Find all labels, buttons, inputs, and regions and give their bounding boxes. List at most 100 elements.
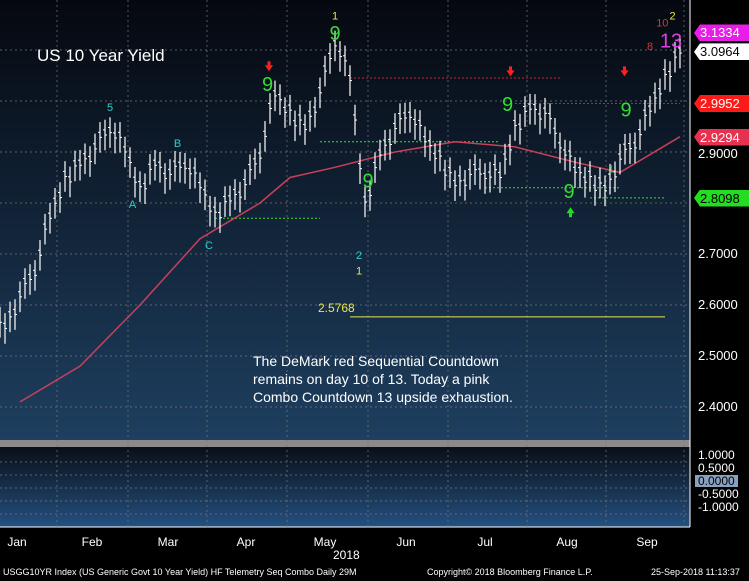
- arrow-stem: [569, 213, 572, 218]
- ohlc-bar: [138, 171, 142, 202]
- ohlc-bar: [168, 159, 172, 190]
- ohlc-bar: [513, 110, 517, 141]
- ohlc-bar: [73, 150, 77, 182]
- ohlc-bar: [228, 185, 232, 217]
- ohlc-bar: [178, 152, 182, 183]
- ohlc-bar: [443, 159, 447, 191]
- ohlc-bar: [258, 142, 262, 174]
- demark-count-label: 8: [647, 41, 653, 53]
- ohlc-bar: [188, 158, 192, 190]
- ohlc-bar: [198, 172, 202, 203]
- ohlc-bar: [633, 132, 637, 164]
- footer-security: USGG10YR Index (US Generic Govt 10 Year …: [3, 567, 357, 577]
- level-label: 2.5768: [318, 300, 355, 315]
- ohlc-bar: [68, 166, 72, 198]
- ohlc-bar: [63, 161, 67, 192]
- ohlc-bar: [663, 59, 667, 90]
- ohlc-bar: [433, 143, 437, 174]
- y-tick-label: 2.9000: [698, 145, 738, 161]
- note-line: remains on day 10 of 13. Today a pink: [253, 371, 490, 387]
- ohlc-bar: [108, 117, 112, 148]
- demark-count-label: 1: [332, 10, 338, 22]
- ohlc-bar: [553, 118, 557, 149]
- ohlc-bar: [363, 186, 367, 218]
- ohlc-bar: [398, 103, 402, 134]
- panel-divider[interactable]: [0, 440, 690, 447]
- price-badge: 2.9294: [694, 128, 749, 146]
- ohlc-bar: [243, 169, 247, 200]
- demark-count-label: B: [174, 138, 181, 150]
- ohlc-bar: [568, 140, 572, 172]
- ohlc-bar: [103, 119, 107, 151]
- ohlc-bar: [28, 264, 32, 295]
- ohlc-bar: [423, 126, 427, 158]
- ohlc-bar: [193, 157, 197, 189]
- ohlc-bar: [518, 113, 522, 145]
- ohlc-bar: [253, 148, 257, 180]
- demark-count-label: 1: [356, 265, 362, 277]
- ohlc-bar: [83, 143, 87, 175]
- lower-panel: [0, 447, 690, 527]
- ohlc-bar: [133, 166, 137, 198]
- ohlc-bar: [623, 133, 627, 165]
- ohlc-bar: [658, 78, 662, 110]
- ohlc-bar: [368, 180, 372, 211]
- ohlc-bar: [338, 41, 342, 72]
- x-tick-label: May: [313, 535, 337, 549]
- ohlc-bar: [503, 143, 507, 175]
- ohlc-bar: [603, 175, 607, 207]
- ohlc-bar: [473, 154, 477, 185]
- demark-count-label: 9: [620, 99, 631, 121]
- ohlc-bar: [538, 103, 542, 135]
- ohlc-bar: [283, 97, 287, 128]
- ohlc-bar: [388, 129, 392, 160]
- arrow-stem: [267, 61, 271, 66]
- ohlc-bar: [383, 129, 387, 161]
- ohlc-bar: [583, 166, 587, 198]
- ohlc-bar: [118, 122, 122, 153]
- ohlc-bar: [238, 181, 242, 213]
- x-tick-label: Aug: [556, 535, 578, 549]
- ohlc-bar: [308, 101, 312, 132]
- ohlc-bar: [393, 113, 397, 144]
- demark-count-label: A: [129, 199, 137, 211]
- ohlc-bar: [463, 170, 467, 201]
- ohlc-bar: [8, 301, 12, 333]
- ohlc-bar: [143, 173, 147, 205]
- price-badge: 3.1334: [694, 24, 749, 42]
- ohlc-bar: [23, 268, 27, 299]
- y-tick-label: 2.7000: [698, 246, 738, 261]
- price-badge: 3.0964: [694, 43, 749, 61]
- x-tick-label: Feb: [81, 535, 103, 549]
- ohlc-bar: [488, 161, 492, 193]
- ohlc-bar: [643, 99, 647, 131]
- ohlc-bar: [233, 179, 237, 210]
- ohlc-bar: [128, 147, 132, 178]
- footer-timestamp: 25-Sep-2018 11:13:37: [651, 567, 740, 577]
- ohlc-bar: [498, 162, 502, 193]
- ohlc-bar: [673, 41, 677, 73]
- ohlc-bar: [303, 114, 307, 145]
- lower-tick-label: 0.5000: [698, 461, 735, 475]
- ohlc-bar: [263, 121, 267, 152]
- ohlc-bar: [153, 149, 157, 181]
- ohlc-bar: [183, 153, 187, 184]
- demark-count-label: 9: [329, 23, 340, 45]
- ohlc-bar: [333, 30, 337, 62]
- ohlc-bar: [358, 153, 362, 184]
- commentary-note: The DeMark red Sequential Countdown rema…: [253, 352, 513, 406]
- arrow-stem: [623, 66, 626, 71]
- ohlc-bar: [598, 167, 602, 199]
- ohlc-bar: [33, 260, 37, 291]
- ohlc-bar: [408, 102, 412, 133]
- ohlc-bar: [58, 182, 62, 213]
- ohlc-bar: [113, 122, 117, 154]
- ohlc-bar: [173, 150, 177, 182]
- ohlc-bar: [413, 109, 417, 140]
- demark-count-label: 13: [660, 30, 682, 52]
- ohlc-bar: [608, 163, 612, 195]
- ohlc-bar: [328, 43, 332, 74]
- y-tick-label: 2.5000: [698, 348, 738, 363]
- lower-tick-label: -0.5000: [698, 487, 739, 501]
